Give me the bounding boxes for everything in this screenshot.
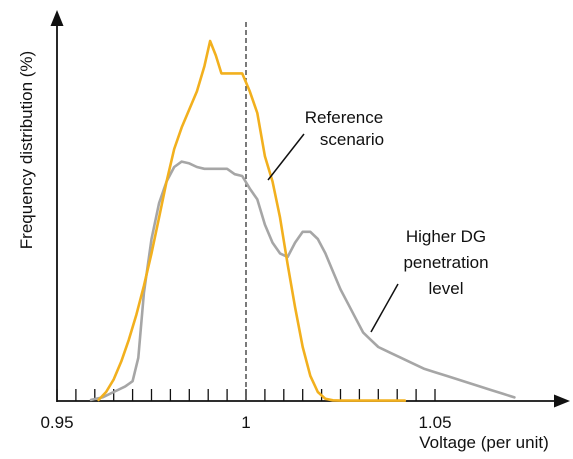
annotation-reference-line1: Reference — [305, 108, 383, 127]
series-line-higher-dg-penetration-level — [89, 160, 516, 402]
annotation-higher-dg: Higher DG penetration level — [370, 227, 489, 333]
series-layer — [89, 39, 516, 402]
annotation-higher-dg-line1: Higher DG — [406, 227, 486, 246]
annotation-higher-dg-line3: level — [429, 279, 464, 298]
x-axis-label: Voltage (per unit) — [419, 433, 548, 452]
x-tick-label: 0.95 — [40, 413, 73, 432]
y-axis-arrow — [50, 10, 64, 26]
annotation-reference: Reference scenario — [267, 108, 384, 181]
x-tick-labels: 0.95 1 1.05 — [40, 413, 451, 432]
x-axis-arrow — [554, 394, 570, 408]
annotation-higher-dg-leader — [370, 283, 399, 333]
annotation-higher-dg-line2: penetration — [403, 253, 488, 272]
y-axis-label: Frequency distribution (%) — [17, 51, 36, 249]
x-tick-label: 1.05 — [418, 413, 451, 432]
annotation-reference-line2: scenario — [320, 130, 384, 149]
series-line-reference-scenario — [97, 39, 407, 402]
x-tick-label: 1 — [241, 413, 250, 432]
annotation-reference-leader — [267, 133, 305, 181]
